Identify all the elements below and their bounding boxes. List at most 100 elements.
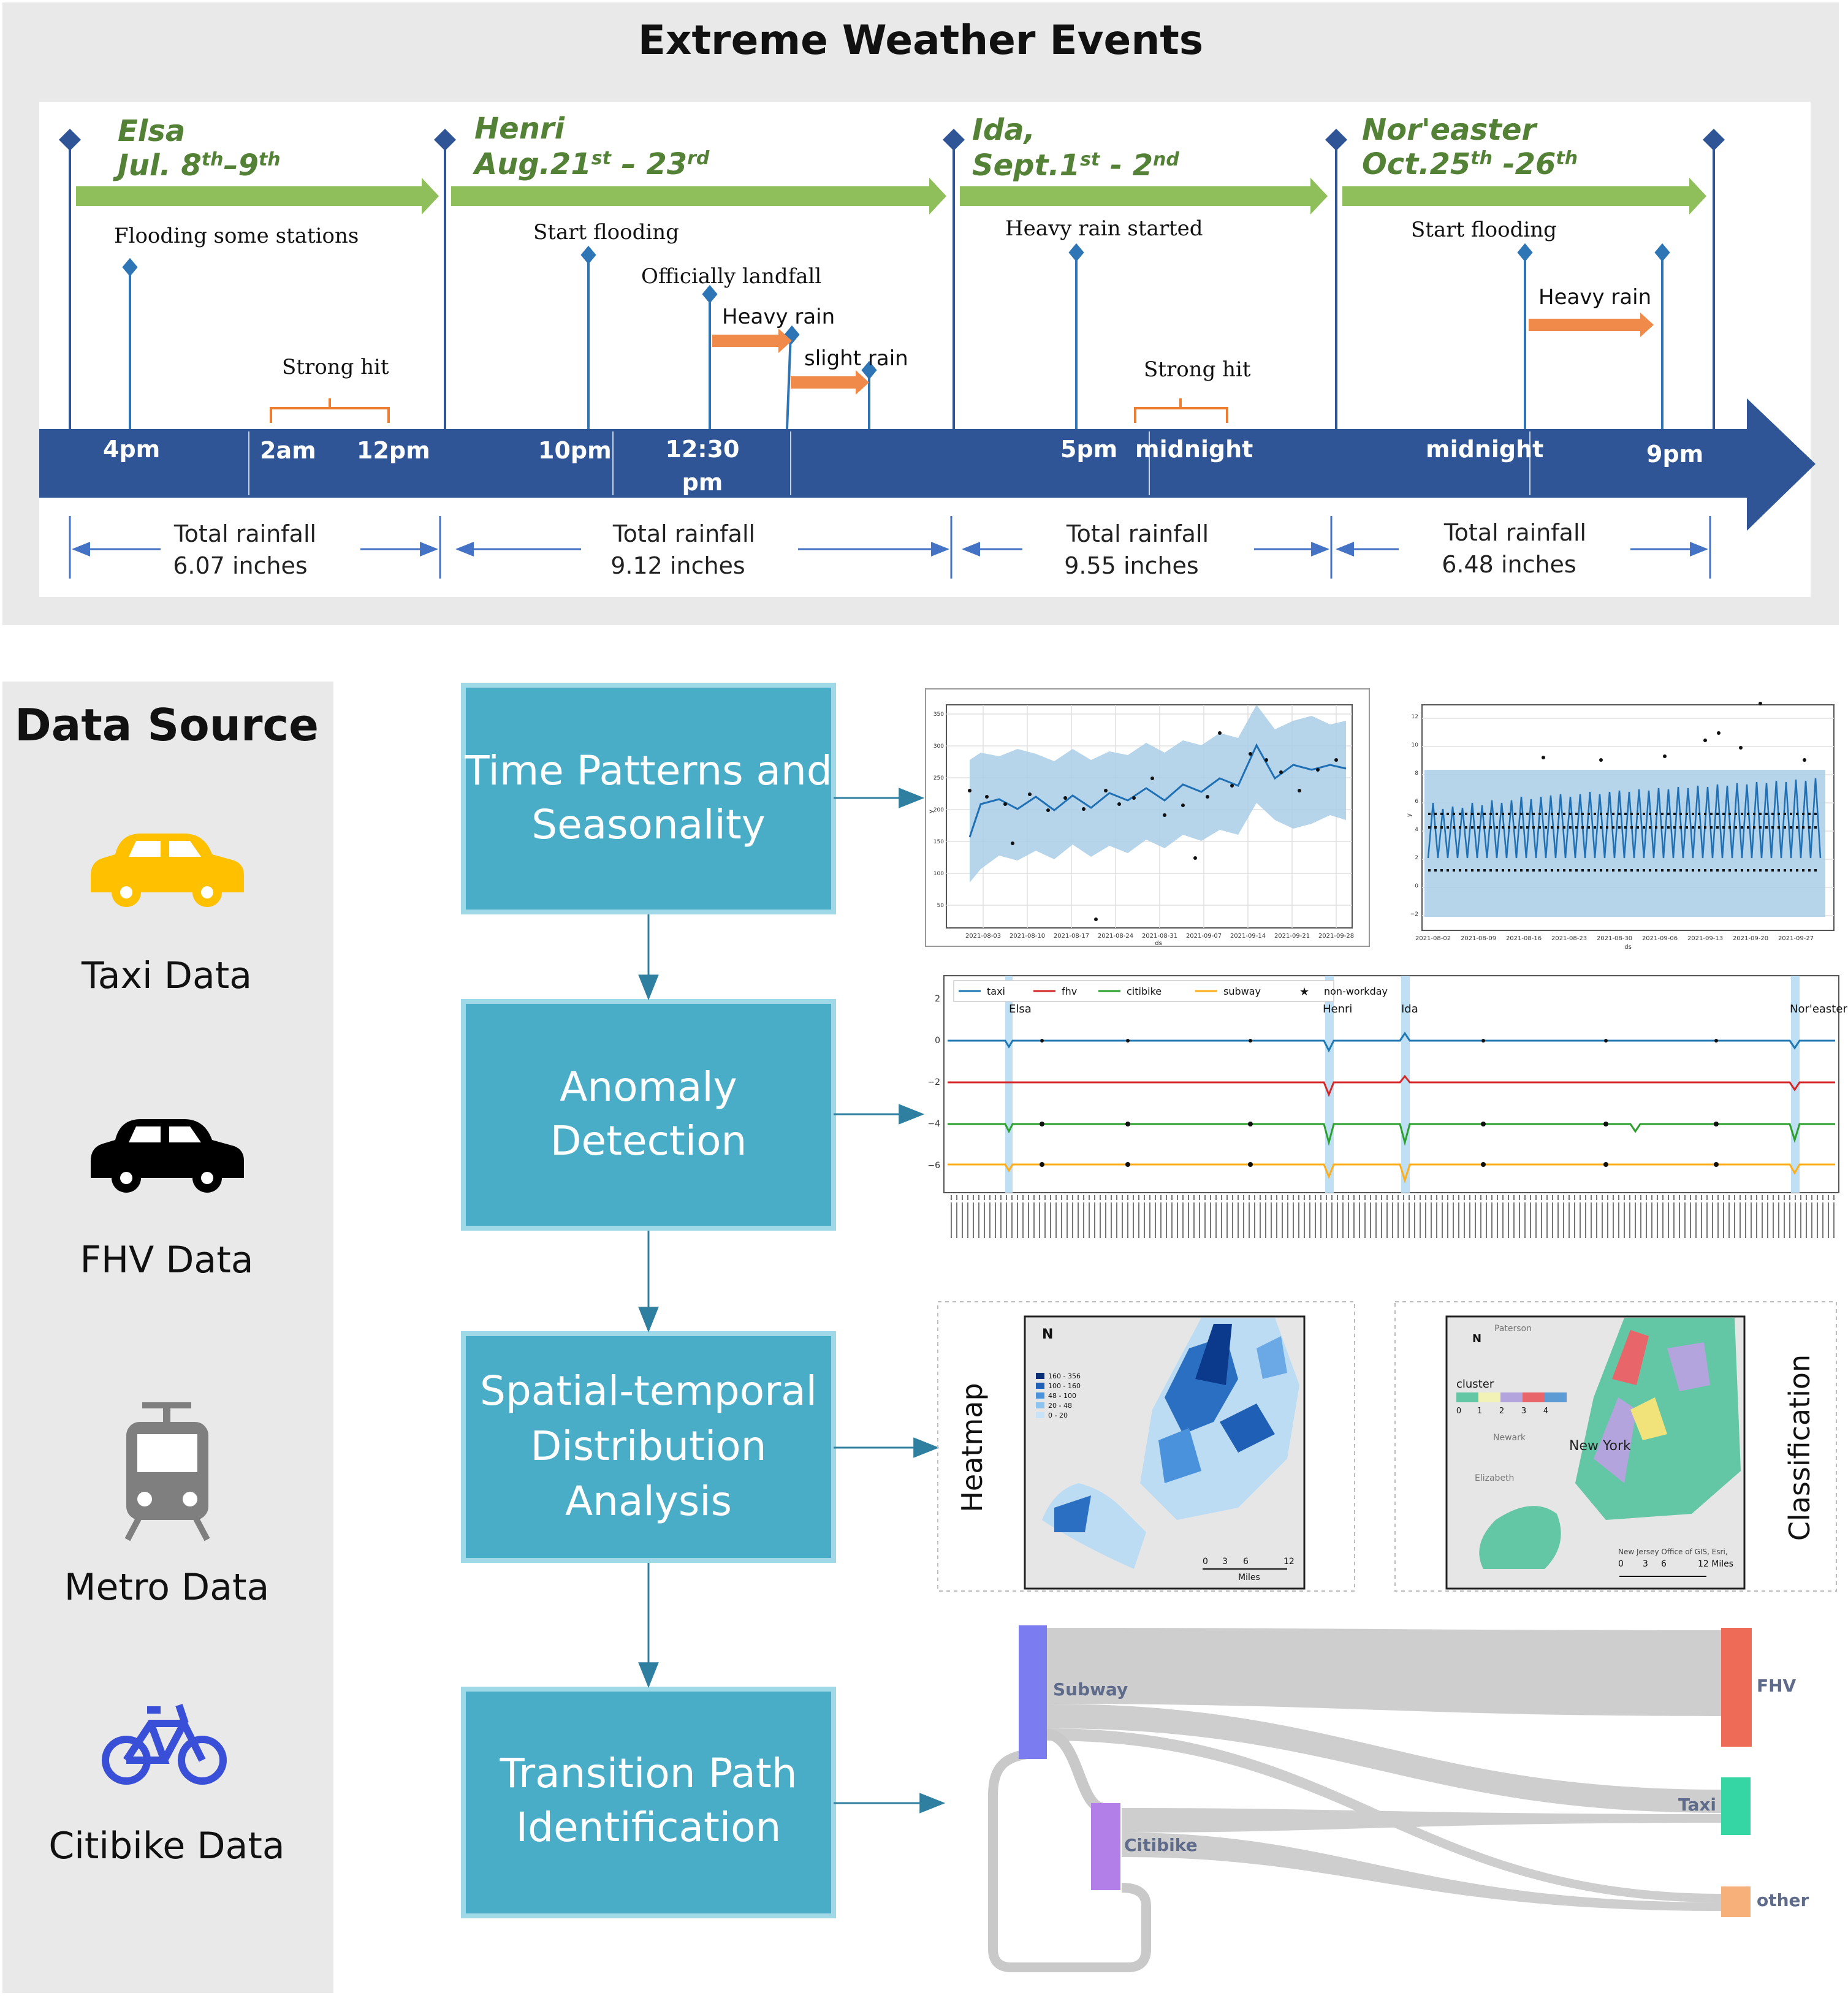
- svg-text:4: 4: [1415, 827, 1418, 833]
- bicycle-icon: [102, 1704, 227, 1785]
- event-date-noreaster: Oct.25th -26th: [1362, 147, 1578, 181]
- classification-map: N cluster 0 1 2 3 4 Paterson Newark New York…: [1394, 1301, 1837, 1592]
- process-steps: Time Patterns and Seasonality Anomaly De…: [461, 683, 836, 1918]
- step-label: Transition Path: [499, 1750, 797, 1797]
- forecast-chart-left: 50 100 150 200 250 300 350 2021-08-03 2021-08-1…: [925, 688, 1370, 947]
- annotation-henri-start-flooding: Start flooding: [533, 220, 679, 245]
- anomaly-yticks: 2 0 −2 −4 −6: [927, 994, 940, 1171]
- sankey-label-fhv: FHV: [1757, 1676, 1797, 1696]
- svg-text:cluster: cluster: [1456, 1378, 1494, 1391]
- step-label: Distribution: [530, 1423, 766, 1470]
- step-label: Detection: [550, 1117, 747, 1164]
- svg-text:2: 2: [1499, 1407, 1504, 1416]
- place-labels: Paterson Newark New York Elizabeth: [1475, 1324, 1631, 1483]
- svg-text:2021-09-20: 2021-09-20: [1733, 935, 1768, 942]
- step-box-spatial: [461, 1331, 836, 1563]
- time-label: 9pm: [1646, 441, 1703, 468]
- rainfall-value: 6.07 inches: [173, 552, 307, 579]
- svg-text:10: 10: [1412, 742, 1419, 748]
- rain-period-arrows: [712, 313, 1654, 395]
- data-source-label: Metro Data: [64, 1566, 270, 1609]
- svg-text:2021-09-27: 2021-09-27: [1778, 935, 1814, 942]
- svg-text:300: 300: [934, 743, 944, 750]
- svg-text:160 - 356: 160 - 356: [1048, 1372, 1081, 1380]
- step-box-time-patterns: [461, 683, 836, 914]
- svg-text:50: 50: [937, 903, 945, 909]
- svg-text:20 - 48: 20 - 48: [1048, 1402, 1072, 1410]
- timeline-separators: [248, 431, 1530, 495]
- svg-text:subway: subway: [1223, 986, 1261, 997]
- rainfall-value: 9.55 inches: [1064, 552, 1198, 579]
- metro-train-icon: [124, 1402, 210, 1541]
- anomaly-legend: taxi fhv citibike subway ★ non-workday: [953, 980, 1388, 1002]
- svg-text:2021-08-02: 2021-08-02: [1415, 935, 1451, 942]
- svg-text:0 - 20: 0 - 20: [1048, 1411, 1068, 1419]
- svg-text:100 - 160: 100 - 160: [1048, 1382, 1081, 1390]
- svg-text:100: 100: [934, 871, 944, 877]
- forecast-right-yticks: −2 0 2 4 6 8 10 12: [1410, 714, 1419, 917]
- step-label: Seasonality: [531, 801, 766, 848]
- annotation-nor-heavy-rain: Heavy rain: [1538, 285, 1651, 310]
- step-label: Time Patterns and: [464, 747, 832, 794]
- sankey-labels: Subway Citibike FHV Taxi other: [1053, 1676, 1809, 1910]
- svg-text:0: 0: [935, 1036, 940, 1046]
- svg-text:0: 0: [1456, 1407, 1461, 1416]
- svg-text:2021-08-03: 2021-08-03: [965, 933, 1001, 940]
- svg-text:Newark: Newark: [1493, 1433, 1526, 1443]
- svg-text:−2: −2: [927, 1077, 940, 1087]
- svg-text:2: 2: [1415, 855, 1418, 861]
- svg-text:New York: New York: [1569, 1438, 1631, 1454]
- strong-hit-brackets: [270, 398, 1228, 423]
- rainfall-label: Total rainfall: [1443, 519, 1586, 546]
- rainfall-span-lines: [69, 516, 1711, 579]
- annotation-henri-heavy-rain: Heavy rain: [722, 305, 835, 329]
- svg-text:N: N: [1042, 1327, 1053, 1342]
- svg-text:250: 250: [934, 775, 944, 781]
- svg-text:y: y: [1406, 813, 1413, 817]
- event-name-ida: Ida,: [972, 113, 1035, 147]
- annotation-elsa-strong-hit: Strong hit: [282, 355, 389, 379]
- event-date-henri: Aug.21st – 23rd: [472, 147, 710, 181]
- annotation-nor-start-flooding: Start flooding: [1411, 218, 1557, 242]
- svg-text:2021-09-14: 2021-09-14: [1230, 933, 1266, 940]
- svg-text:2: 2: [935, 994, 940, 1004]
- time-label: 12:30: [666, 436, 740, 463]
- svg-text:2021-08-23: 2021-08-23: [1551, 935, 1587, 942]
- annotation-ida-heavy-rain: Heavy rain started: [1005, 216, 1203, 241]
- svg-text:4: 4: [1543, 1407, 1548, 1416]
- sankey-label-taxi: Taxi: [1678, 1795, 1716, 1815]
- forecast-right-xticks: 2021-08-02 2021-08-09 2021-08-16 2021-08-23…: [1415, 935, 1814, 942]
- svg-text:New Jersey Office of GIS, Esri: New Jersey Office of GIS, Esri,: [1618, 1548, 1728, 1556]
- svg-text:non-workday: non-workday: [1324, 986, 1388, 997]
- heatmap-label: Heatmap: [956, 1383, 989, 1512]
- svg-text:48 - 100: 48 - 100: [1048, 1392, 1076, 1400]
- svg-text:6: 6: [1415, 799, 1418, 805]
- time-labels: 4pm 2am 12pm 10pm 12:30 pm 5pm midnight …: [103, 436, 1703, 496]
- forecast-left-yticks: 50 100 150 200 250 300 350: [934, 712, 944, 909]
- event-annotations: Flooding some stations Strong hit Start …: [114, 216, 1557, 382]
- annotation-elsa-flooding: Flooding some stations: [114, 224, 359, 248]
- step-label: Identification: [516, 1804, 781, 1851]
- svg-text:−6: −6: [927, 1161, 940, 1171]
- rainfall-value: 9.12 inches: [610, 552, 745, 579]
- svg-text:12: 12: [1283, 1557, 1295, 1567]
- step-label: Analysis: [565, 1478, 732, 1525]
- time-label: midnight: [1426, 436, 1543, 463]
- annotation-henri-landfall: Officially landfall: [641, 264, 821, 289]
- sankey-label-citibike: Citibike: [1124, 1835, 1198, 1855]
- svg-text:2021-09-13: 2021-09-13: [1687, 935, 1723, 942]
- heat-legend: 160 - 356 100 - 160 48 - 100 20 - 48 0 -…: [1036, 1372, 1081, 1419]
- rain-annotations: Heavy rain slight rain Heavy rain: [722, 285, 1651, 371]
- event-stems: [122, 243, 1670, 430]
- svg-text:2021-08-31: 2021-08-31: [1142, 933, 1177, 940]
- classification-label: Classification: [1783, 1354, 1816, 1541]
- rainfall-label: Total rainfall: [612, 520, 755, 547]
- svg-text:0: 0: [1203, 1557, 1208, 1567]
- annotation-henri-slight-rain: slight rain: [804, 346, 908, 371]
- svg-text:N: N: [1472, 1332, 1481, 1345]
- rainfall-texts: Total rainfall 6.07 inches Total rainfal…: [173, 519, 1586, 579]
- timeline-card: [39, 102, 1811, 597]
- svg-text:−4: −4: [927, 1119, 940, 1129]
